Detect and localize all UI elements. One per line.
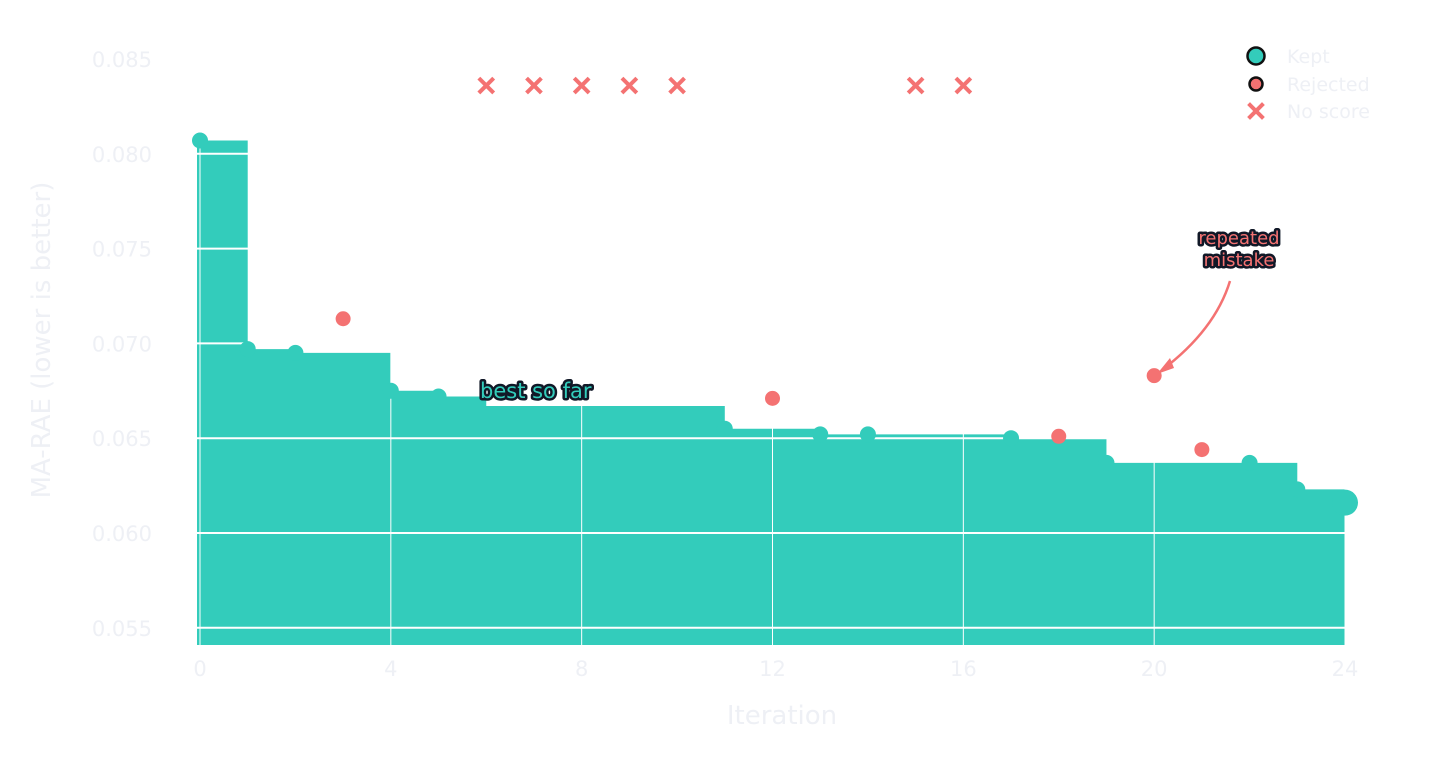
kept-point <box>239 341 256 358</box>
x-tick-label: 16 <box>950 657 977 681</box>
legend-noscore-x-icon <box>1247 102 1265 120</box>
rejected-point <box>335 311 351 327</box>
data-points <box>192 76 1358 516</box>
arrow-head-icon <box>1157 358 1174 374</box>
legend-kept-label: Kept <box>1287 46 1330 68</box>
kept-point <box>1098 454 1115 471</box>
x-tick-label: 8 <box>575 657 588 681</box>
no-score-x-icon <box>477 76 496 95</box>
y-tick-label: 0.085 <box>92 48 152 72</box>
y-tick-label: 0.075 <box>92 238 152 262</box>
legend-kept-marker <box>1246 46 1266 66</box>
legend-noscore-label: No score <box>1287 101 1370 123</box>
y-axis-title: MA-RAE (lower is better) <box>27 182 57 499</box>
kept-point <box>1003 430 1020 447</box>
y-tick-label: 0.070 <box>92 332 152 356</box>
rejected-point <box>1051 428 1067 444</box>
kept-point <box>716 420 733 437</box>
no-score-x-icon <box>906 76 925 95</box>
legend-rejected-marker <box>1248 76 1264 92</box>
y-axis-ticks: 0.055 0.060 0.065 0.070 0.075 0.080 0.085 <box>92 48 152 641</box>
x-tick-label: 0 <box>193 657 206 681</box>
kept-point <box>812 426 829 443</box>
kept-point <box>382 382 399 399</box>
kept-point <box>1289 481 1306 498</box>
y-tick-label: 0.055 <box>92 617 152 641</box>
best-so-far-annotation: best so far <box>480 379 592 403</box>
rejected-point <box>1194 442 1210 458</box>
kept-point <box>1241 454 1258 471</box>
x-tick-label: 12 <box>759 657 786 681</box>
step-area-fill <box>197 140 1345 645</box>
kept-point <box>430 388 447 405</box>
legend-rejected-label: Rejected <box>1287 74 1370 96</box>
x-axis-ticks: 0 4 8 12 16 20 24 <box>193 657 1358 681</box>
x-tick-label: 24 <box>1332 657 1359 681</box>
x-axis-title: Iteration <box>727 701 837 731</box>
no-score-x-icon <box>572 76 591 95</box>
x-tick-label: 4 <box>384 657 397 681</box>
repeated-mistake-annotation: repeated mistake <box>1157 226 1282 374</box>
rejected-point <box>765 390 780 406</box>
mistake-label-line1: repeated <box>1198 228 1279 249</box>
kept-point <box>287 344 304 361</box>
kept-point <box>859 426 876 443</box>
no-score-x-icon <box>525 76 543 95</box>
no-score-x-icon <box>668 76 686 95</box>
annotation-arrow <box>1161 280 1232 371</box>
no-score-x-icon <box>954 76 973 95</box>
rejected-point <box>1146 368 1162 384</box>
y-tick-label: 0.060 <box>92 522 152 546</box>
best-so-far-area <box>197 140 1345 645</box>
no-score-x-icon <box>620 76 639 95</box>
mistake-label-line2: mistake <box>1204 250 1275 271</box>
x-tick-label: 20 <box>1141 657 1168 681</box>
kept-point <box>192 132 208 149</box>
kept-point <box>1332 489 1358 516</box>
y-tick-label: 0.065 <box>92 427 152 451</box>
y-tick-label: 0.080 <box>92 143 152 167</box>
legend: Kept Rejected No score <box>1246 46 1370 123</box>
